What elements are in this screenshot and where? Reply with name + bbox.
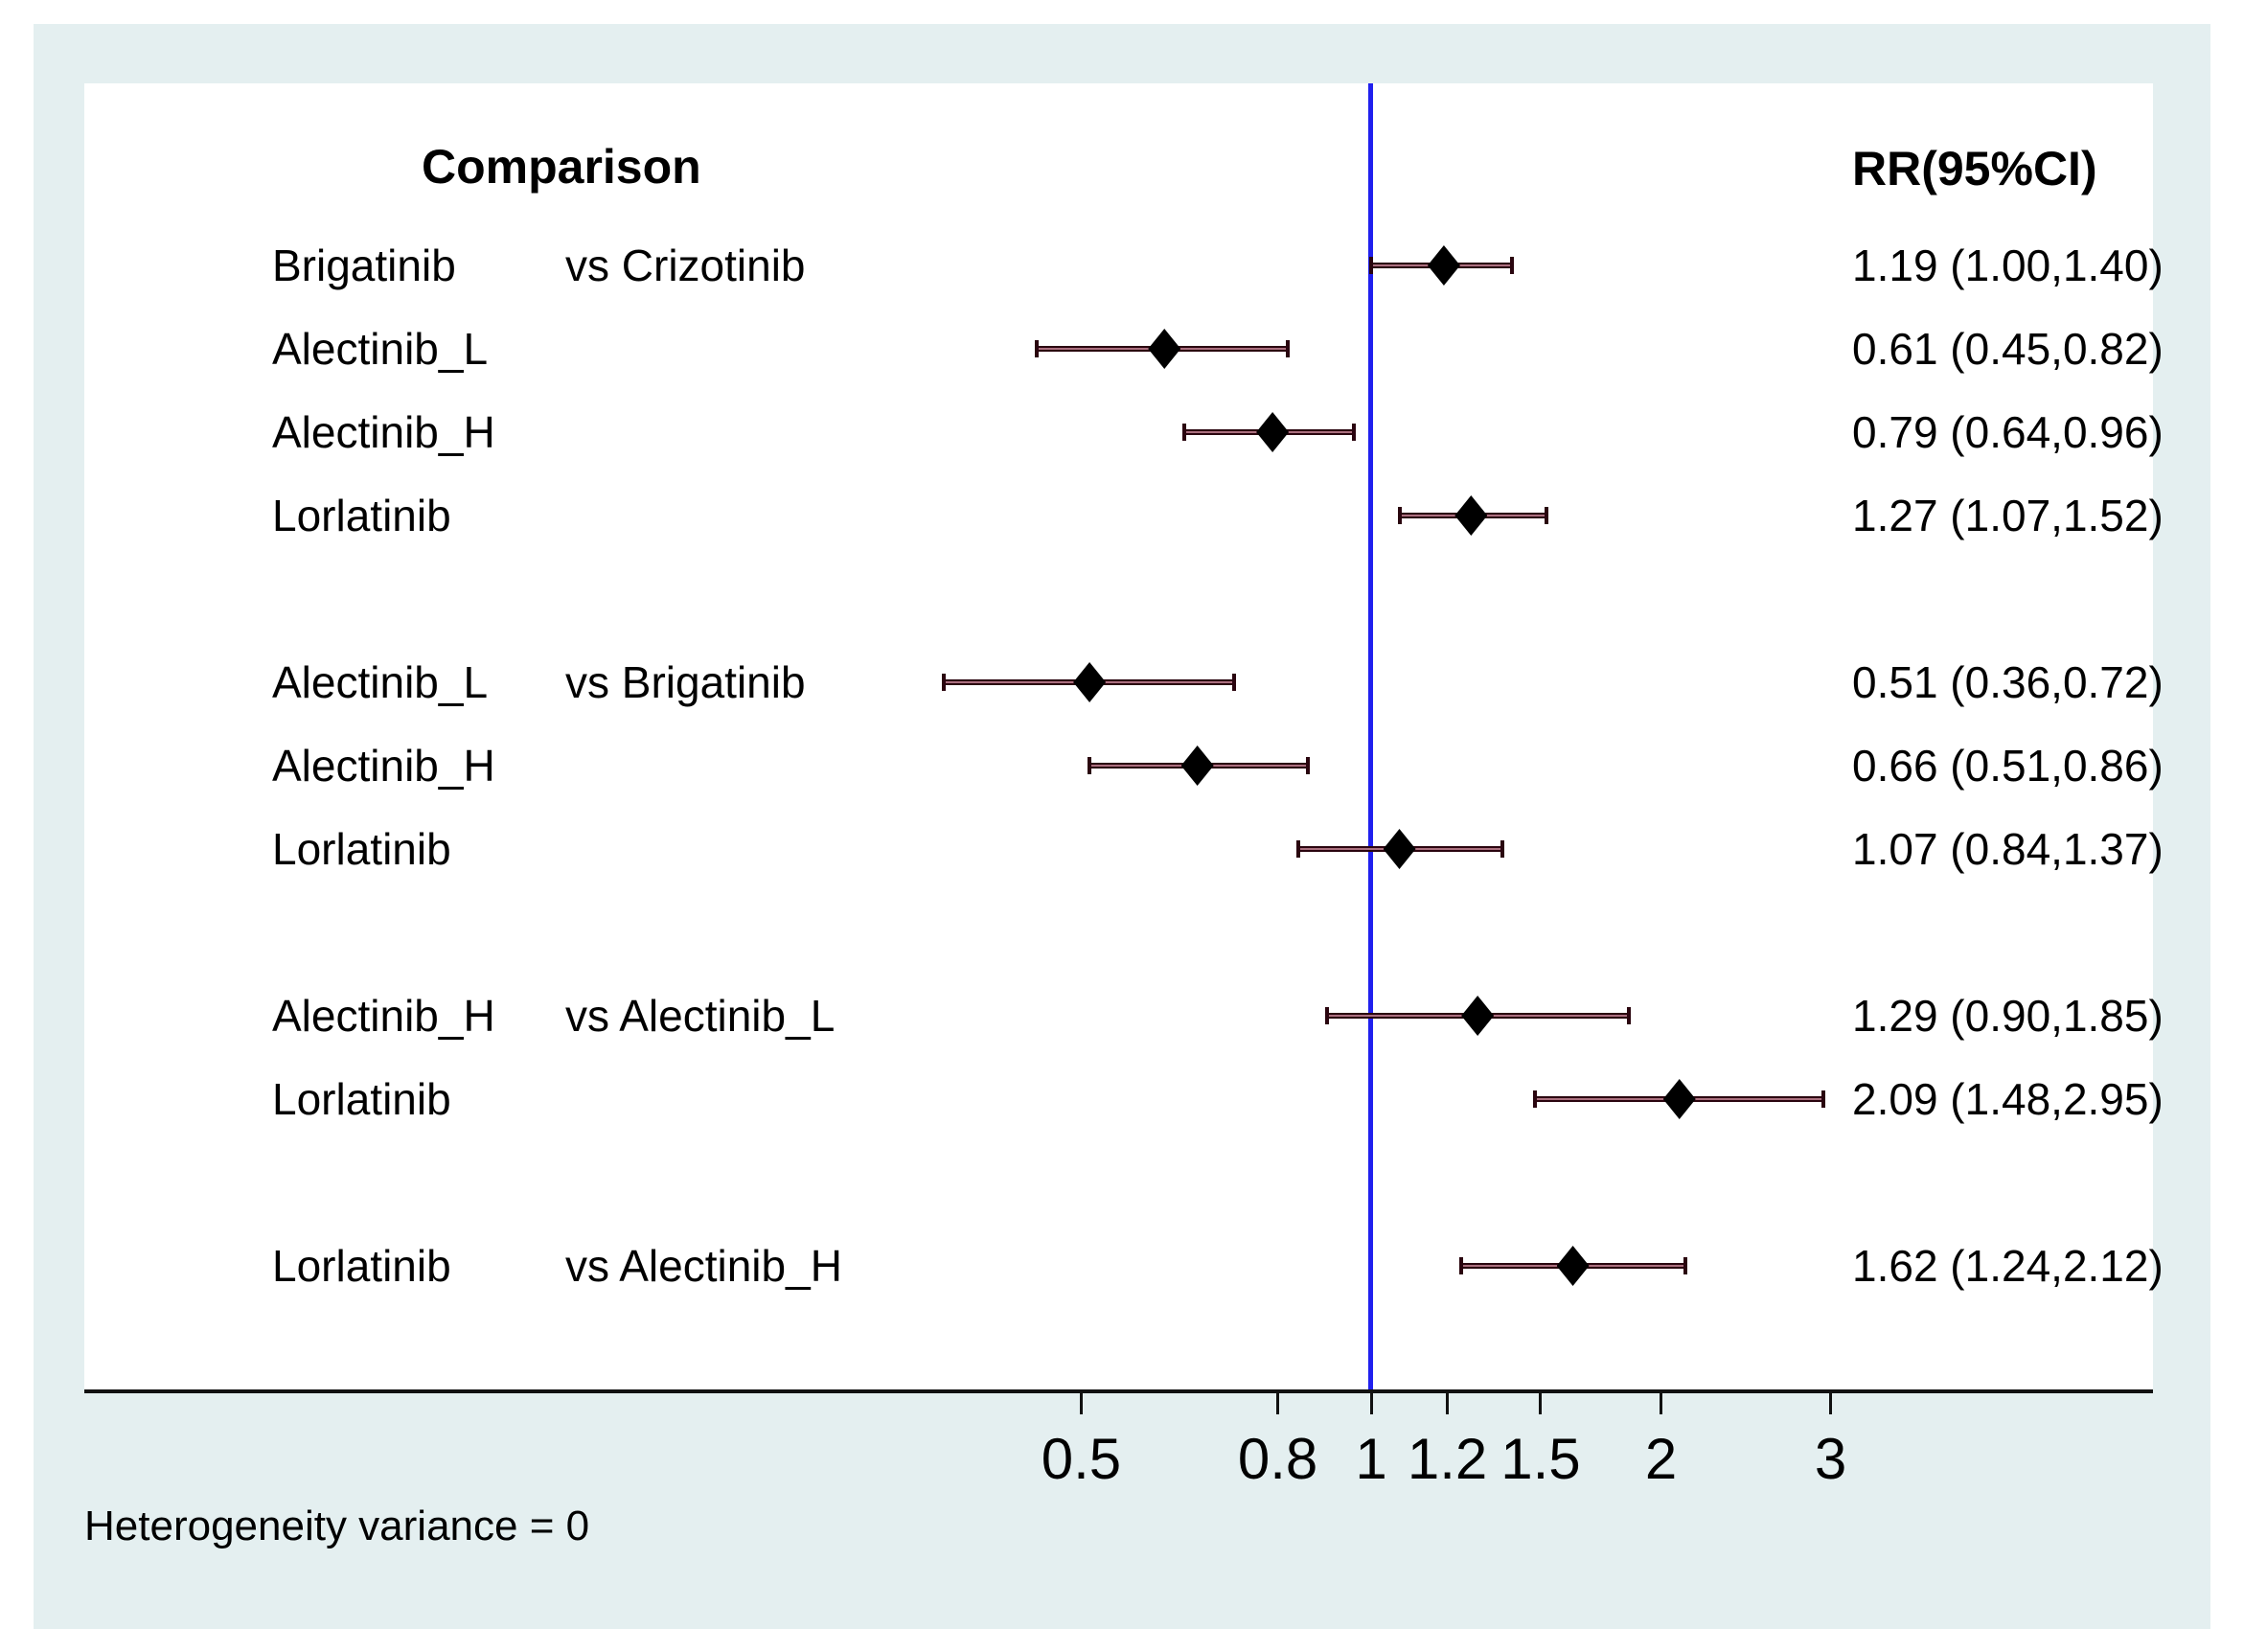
row-treatment-label: Lorlatinib (272, 491, 451, 540)
x-axis-tick-label: 3 (1814, 1427, 1847, 1491)
x-axis-line (84, 1389, 2153, 1393)
x-axis-tick-mark (1660, 1393, 1663, 1414)
row-treatment-label: Lorlatinib (272, 1241, 451, 1291)
x-axis-tick-label: 1 (1355, 1427, 1387, 1491)
x-axis-tick-mark (1539, 1393, 1543, 1414)
x-axis-tick-mark (1276, 1393, 1280, 1414)
ci-upper-cap (1352, 424, 1357, 441)
ci-lower-cap (942, 674, 947, 691)
ci-lower-cap (1182, 424, 1187, 441)
x-axis-tick-label: 0.5 (1041, 1427, 1122, 1491)
ci-upper-cap (1509, 257, 1514, 274)
rr-ci-value-label: 1.27 (1.07,1.52) (1852, 491, 2164, 540)
row-comparator-label: vs Alectinib_H (565, 1241, 842, 1291)
ci-upper-cap (1231, 674, 1236, 691)
row-treatment-label: Alectinib_H (272, 991, 495, 1041)
row-comparator-label: vs Crizotinib (565, 241, 806, 290)
rr-ci-value-label: 1.19 (1.00,1.40) (1852, 241, 2164, 290)
row-treatment-label: Alectinib_L (272, 657, 489, 707)
row-comparator-label: vs Alectinib_L (565, 991, 836, 1041)
x-axis-tick-label: 1.2 (1407, 1427, 1488, 1491)
x-axis-tick-label: 2 (1644, 1427, 1678, 1491)
x-axis-tick-mark (1369, 1393, 1373, 1414)
ci-upper-cap (1821, 1090, 1826, 1108)
rr-ci-value-label: 0.51 (0.36,0.72) (1852, 657, 2164, 707)
ci-upper-cap (1500, 840, 1505, 858)
ci-upper-cap (1683, 1257, 1687, 1274)
rr-ci-value-label: 0.66 (0.51,0.86) (1852, 741, 2164, 791)
plot-area (84, 83, 2153, 1389)
x-axis-tick-mark (1829, 1393, 1832, 1414)
row-treatment-label: Lorlatinib (272, 1074, 451, 1124)
row-treatment-label: Brigatinib (272, 241, 456, 290)
ci-upper-cap (1626, 1007, 1631, 1024)
ci-lower-cap (1533, 1090, 1538, 1108)
ci-lower-cap (1325, 1007, 1329, 1024)
row-treatment-label: Alectinib_H (272, 741, 495, 791)
heterogeneity-note: Heterogeneity variance = 0 (84, 1503, 590, 1549)
ci-lower-cap (1458, 1257, 1463, 1274)
row-treatment-label: Alectinib_H (272, 407, 495, 457)
row-comparator-label: vs Brigatinib (565, 657, 806, 707)
ci-lower-cap (1088, 757, 1092, 774)
row-treatment-label: Lorlatinib (272, 824, 451, 874)
rr-ci-value-label: 1.62 (1.24,2.12) (1852, 1241, 2164, 1291)
ci-lower-cap (1035, 340, 1040, 357)
row-treatment-label: Alectinib_L (272, 324, 489, 374)
ci-lower-cap (1295, 840, 1300, 858)
x-axis-tick-label: 0.8 (1237, 1427, 1318, 1491)
rr-ci-value-label: 0.61 (0.45,0.82) (1852, 324, 2164, 374)
column-header-rr: RR(95%CI) (1852, 142, 2097, 195)
ci-upper-cap (1306, 757, 1311, 774)
rr-ci-value-label: 0.79 (0.64,0.96) (1852, 407, 2164, 457)
column-header-comparison: Comparison (422, 140, 701, 194)
x-axis-tick-mark (1446, 1393, 1450, 1414)
ci-upper-cap (1544, 507, 1548, 524)
rr-ci-value-label: 2.09 (1.48,2.95) (1852, 1074, 2164, 1124)
rr-ci-value-label: 1.07 (0.84,1.37) (1852, 824, 2164, 874)
x-axis-tick-label: 1.5 (1500, 1427, 1581, 1491)
ci-lower-cap (1397, 507, 1402, 524)
ci-lower-cap (1369, 257, 1373, 274)
x-axis-tick-mark (1079, 1393, 1083, 1414)
ci-upper-cap (1286, 340, 1291, 357)
reference-line-rr1 (1368, 83, 1373, 1389)
rr-ci-value-label: 1.29 (0.90,1.85) (1852, 991, 2164, 1041)
